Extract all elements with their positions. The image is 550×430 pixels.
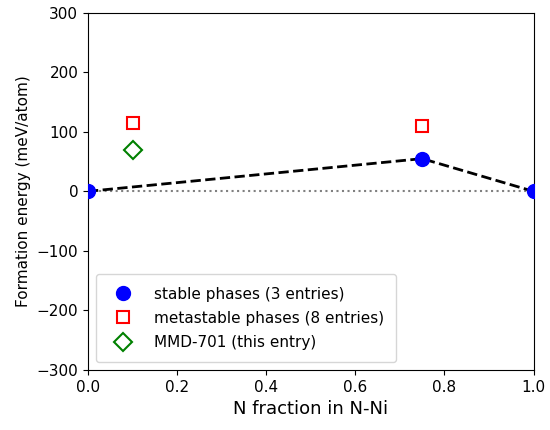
metastable phases (8 entries) [419, 123, 426, 129]
metastable phases (8 entries) [129, 120, 136, 126]
X-axis label: N fraction in N-Ni: N fraction in N-Ni [233, 400, 388, 418]
Legend: stable phases (3 entries), metastable phases (8 entries), MMD-701 (this entry): stable phases (3 entries), metastable ph… [96, 274, 396, 362]
stable phases (3 entries) [419, 156, 426, 161]
stable phases (3 entries) [530, 189, 537, 194]
stable phases (3 entries) [85, 189, 91, 194]
Line: metastable phases (8 entries): metastable phases (8 entries) [126, 117, 428, 132]
Line: stable phases (3 entries): stable phases (3 entries) [81, 152, 541, 198]
Y-axis label: Formation energy (meV/atom): Formation energy (meV/atom) [16, 76, 31, 307]
